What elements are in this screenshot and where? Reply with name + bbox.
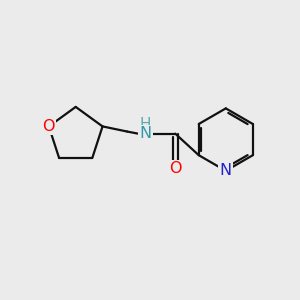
Text: H: H xyxy=(140,117,151,132)
Text: O: O xyxy=(169,161,182,176)
Text: O: O xyxy=(43,119,55,134)
Text: N: N xyxy=(220,163,232,178)
Text: N: N xyxy=(140,126,152,141)
